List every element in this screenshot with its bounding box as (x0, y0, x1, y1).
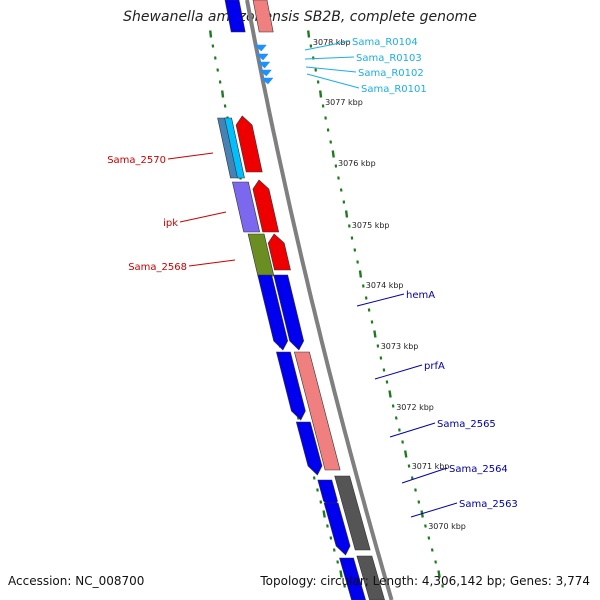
label-leader-line (356, 293, 405, 307)
tick-mark (388, 390, 392, 398)
tick-mark (427, 536, 431, 540)
label-layer: Sama_R0104 Sama_R0103 Sama_R0102 Sama_R0101… (107, 37, 518, 518)
gene-top-blue (224, 0, 246, 33)
tick-mark (394, 416, 398, 420)
gene-bottom-gray (356, 555, 385, 600)
tick-mark (221, 90, 225, 98)
trna-chevron (253, 44, 267, 52)
tick-mark (319, 90, 323, 98)
tick-mark (391, 404, 395, 408)
trna-chevron (258, 69, 272, 77)
tick-mark (336, 560, 339, 564)
kbp-label: 3078 kbp (313, 38, 351, 47)
tick-mark (410, 476, 414, 480)
topology-text: Topology: circular; Length: 4,306,142 bp… (260, 574, 590, 588)
tick-mark (424, 524, 427, 528)
label-leader-line (389, 422, 436, 438)
gene-label: prfA (424, 361, 445, 372)
gene-sama-2563 (323, 502, 351, 556)
backbone (245, 0, 394, 600)
gene-sama-2570-cyan (224, 117, 245, 179)
trna-chevron (257, 61, 271, 69)
label-leader-line (305, 66, 357, 73)
gene-label: Sama_R0101 (361, 84, 427, 95)
tick-mark (209, 30, 213, 38)
gene-sama-2565 (295, 421, 323, 476)
kbp-label: 3070 kbp (428, 522, 466, 531)
gene-prfa-inner (276, 351, 306, 421)
label-leader-line (306, 73, 360, 89)
gene-label: ipk (163, 218, 178, 229)
gene-label: Sama_2570 (107, 155, 166, 166)
kbp-label: 3071 kbp (412, 462, 450, 471)
gene-hema (273, 274, 305, 351)
tick-mark (404, 450, 408, 458)
gene-ipk-red (252, 179, 280, 233)
tick-mark (437, 570, 441, 578)
gene-label: Sama_2563 (459, 499, 518, 510)
tick-mark (329, 536, 333, 540)
tick-mark (373, 330, 377, 338)
tick-mark (307, 30, 311, 38)
gene-top-pink (252, 0, 274, 33)
tick-mark (339, 570, 343, 578)
tick-mark (331, 150, 335, 158)
label-leader-line (188, 259, 236, 267)
trna-chevron (255, 53, 269, 61)
label-leader-line (410, 502, 458, 518)
tick-mark (344, 210, 349, 218)
map-title: Shewanella amazonensis SB2B, complete ge… (123, 9, 477, 25)
gene-label: Sama_2565 (437, 419, 496, 430)
trna-chevron (260, 77, 274, 85)
gene-label: Sama_R0102 (358, 68, 424, 79)
label-leader-line (167, 152, 214, 160)
tick-mark (332, 548, 336, 552)
label-leader-line (374, 364, 423, 380)
kbp-label: 3077 kbp (325, 98, 363, 107)
gene-label: Sama_R0104 (352, 37, 418, 48)
tick-mark (322, 510, 326, 518)
kbp-label: 3072 kbp (396, 403, 434, 412)
tick-mark (382, 368, 386, 372)
gene-bottom-blue (339, 557, 366, 600)
tick-mark (326, 524, 329, 528)
gene-label: Sama_2564 (449, 464, 508, 475)
tick-mark (434, 560, 437, 564)
gene-prfa (294, 351, 341, 471)
label-leader-line (401, 467, 448, 484)
tick-mark (430, 548, 434, 552)
tick-mark (343, 584, 346, 588)
tick-mark (358, 270, 363, 278)
gene-label: Sama_2568 (128, 262, 187, 273)
gene-label: hemA (406, 290, 435, 301)
backbone-line (245, 0, 394, 600)
kbp-label: 3073 kbp (381, 342, 419, 351)
gene-ipk (232, 181, 261, 233)
gene-sama-2563-gray (334, 475, 371, 551)
gene-sama-2570 (235, 115, 263, 173)
kbp-label: 3074 kbp (366, 281, 404, 290)
gene-label: Sama_R0103 (356, 53, 422, 64)
tick-mark (441, 584, 444, 588)
accession-text: Accession: NC_008700 (8, 574, 145, 588)
label-leader-line (179, 211, 227, 223)
gene-hema-inner (257, 274, 289, 351)
gene-features (217, 0, 385, 600)
label-leader-line (304, 56, 355, 60)
label-leader-line (304, 40, 351, 51)
kbp-label: 3075 kbp (352, 221, 390, 230)
kbp-label: 3076 kbp (338, 159, 376, 168)
tick-mark (312, 476, 316, 480)
gene-sama-2568-red (267, 233, 291, 271)
